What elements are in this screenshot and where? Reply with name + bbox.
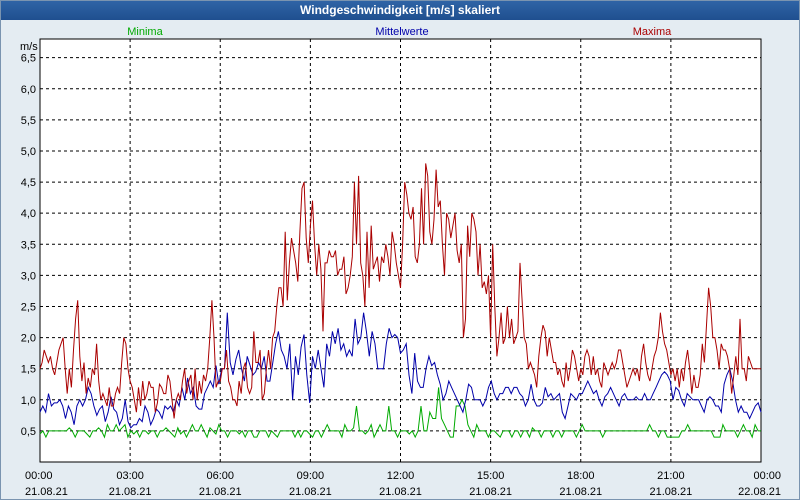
x-tick-date: 21.08.21 [379,486,422,498]
x-tick-date: 21.08.21 [289,486,332,498]
legend: Minima Mittelwerte Maxima [127,26,672,38]
x-tick-time: 00:00 [753,470,781,482]
x-tick-time: 06:00 [206,470,234,482]
y-tick-label: 0,5 [21,426,36,438]
x-tick-date: 21.08.21 [109,486,152,498]
y-tick-label: 2,5 [21,301,36,313]
legend-min: Minima [127,26,163,38]
x-tick-time: 03:00 [116,470,144,482]
x-tick-date: 21.08.21 [25,486,68,498]
x-axis: 00:00 21.08.21 03:00 21.08.21 06:00 21.08.21 0… [25,470,781,498]
y-tick-label: 2,0 [21,333,36,345]
y-tick-label: 4,5 [21,177,36,189]
x-tick-time: 21:00 [657,470,685,482]
x-tick-date: 21.08.21 [199,486,242,498]
x-tick-time: 12:00 [387,470,415,482]
y-tick-label: 5,5 [21,115,36,127]
series-line-min [39,387,761,439]
x-tick-date: 21.08.21 [649,486,692,498]
window-title: Windgeschwindigkeit [m/s] skaliert [1,1,799,20]
y-tick-label: 5,0 [21,146,36,158]
x-tick-date: 22.08.21 [738,486,781,498]
x-tick-time: 09:00 [297,470,325,482]
series-lines [39,163,762,439]
x-tick-date: 21.08.21 [559,486,602,498]
legend-max: Maxima [633,26,672,38]
legend-mean: Mittelwerte [375,26,428,38]
x-tick-time: 18:00 [567,470,595,482]
y-axis-label: m/s [20,41,38,53]
x-tick-date: 21.08.21 [469,486,512,498]
y-tick-label: 1,0 [21,395,36,407]
y-axis: 0,5 1,0 1,5 2,0 2,5 3,0 3,5 4,0 4,5 5,0 5,5 6,0 6,5m… [20,41,38,438]
y-tick-label: 6,0 [21,84,36,96]
x-tick-time: 00:00 [25,470,53,482]
y-tick-label: 3,5 [21,239,36,251]
series-line-mean [39,312,762,429]
y-tick-label: 3,0 [21,270,36,282]
series-line-max [39,163,761,419]
y-tick-label: 6,5 [21,53,36,65]
y-tick-label: 4,0 [21,208,36,220]
y-tick-label: 1,5 [21,364,36,376]
x-tick-time: 15:00 [477,470,505,482]
